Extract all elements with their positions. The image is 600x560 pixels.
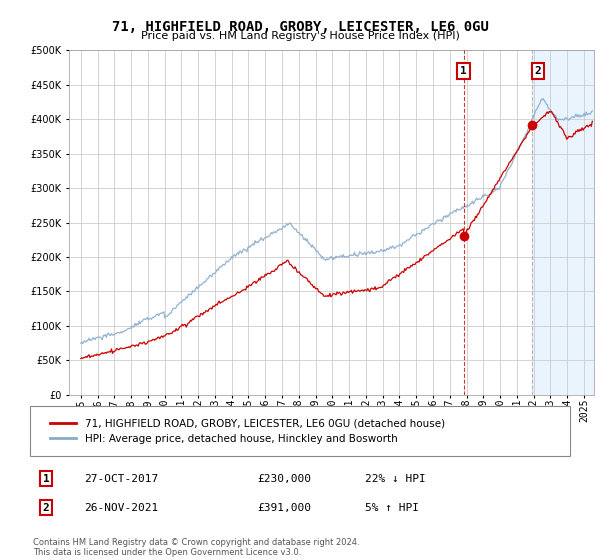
Text: Price paid vs. HM Land Registry's House Price Index (HPI): Price paid vs. HM Land Registry's House …: [140, 31, 460, 41]
Text: Contains HM Land Registry data © Crown copyright and database right 2024.
This d: Contains HM Land Registry data © Crown c…: [33, 538, 359, 557]
Text: 27-OCT-2017: 27-OCT-2017: [84, 474, 158, 484]
Text: £391,000: £391,000: [257, 503, 311, 513]
Text: 71, HIGHFIELD ROAD, GROBY, LEICESTER, LE6 0GU: 71, HIGHFIELD ROAD, GROBY, LEICESTER, LE…: [112, 20, 488, 34]
Text: 5% ↑ HPI: 5% ↑ HPI: [365, 503, 419, 513]
Bar: [532, 50, 594, 395]
Text: 22% ↓ HPI: 22% ↓ HPI: [365, 474, 425, 484]
FancyBboxPatch shape: [30, 406, 570, 456]
Text: 2: 2: [535, 66, 541, 76]
Text: 1: 1: [43, 474, 50, 484]
Text: 26-NOV-2021: 26-NOV-2021: [84, 503, 158, 513]
Legend: 71, HIGHFIELD ROAD, GROBY, LEICESTER, LE6 0GU (detached house), HPI: Average pri: 71, HIGHFIELD ROAD, GROBY, LEICESTER, LE…: [46, 414, 449, 448]
Text: 1: 1: [460, 66, 467, 76]
Text: 2: 2: [43, 503, 50, 513]
Text: £230,000: £230,000: [257, 474, 311, 484]
